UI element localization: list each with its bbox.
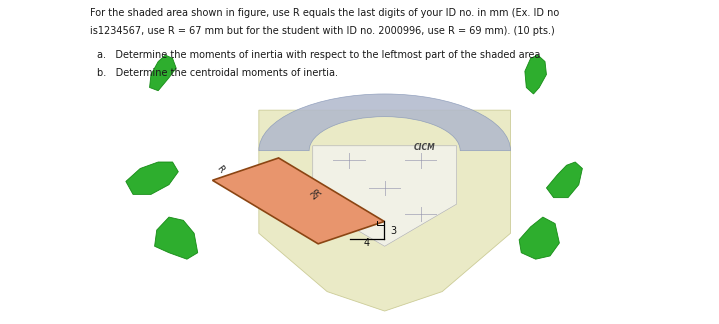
Text: 2R: 2R bbox=[310, 187, 324, 202]
Text: For the shaded area shown in figure, use R equals the last digits of your ID no.: For the shaded area shown in figure, use… bbox=[90, 8, 559, 18]
Polygon shape bbox=[546, 162, 582, 198]
Polygon shape bbox=[259, 110, 510, 311]
Text: 3: 3 bbox=[390, 226, 396, 236]
Polygon shape bbox=[126, 162, 178, 194]
Polygon shape bbox=[155, 217, 198, 259]
Wedge shape bbox=[259, 94, 510, 151]
Text: R: R bbox=[214, 164, 225, 174]
Text: is1234567, use R = 67 mm but for the student with ID no. 2000996, use R = 69 mm): is1234567, use R = 67 mm but for the stu… bbox=[90, 26, 554, 36]
Text: a.   Determine the moments of inertia with respect to the leftmost part of the s: a. Determine the moments of inertia with… bbox=[97, 50, 541, 60]
Text: 4: 4 bbox=[364, 237, 370, 248]
Polygon shape bbox=[313, 146, 457, 246]
Polygon shape bbox=[150, 55, 176, 91]
Polygon shape bbox=[525, 55, 546, 94]
Polygon shape bbox=[519, 217, 559, 259]
Text: CICM: CICM bbox=[413, 143, 435, 152]
Polygon shape bbox=[212, 158, 385, 244]
Text: b.   Determine the centroidal moments of inertia.: b. Determine the centroidal moments of i… bbox=[97, 68, 338, 78]
